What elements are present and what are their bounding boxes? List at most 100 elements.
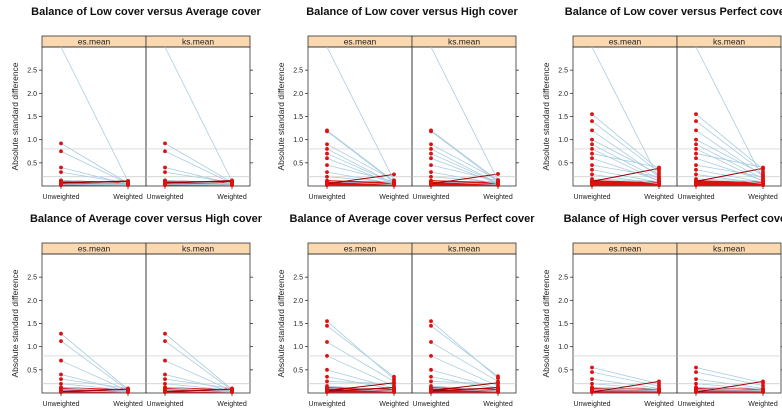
point-weighted xyxy=(657,177,661,181)
pair-line xyxy=(326,369,395,389)
panel-es-mean: es.mean Unweighted Weighted xyxy=(41,35,147,201)
pair-line xyxy=(430,385,499,392)
pair-line xyxy=(591,46,660,180)
point-unweighted xyxy=(325,156,329,161)
point-weighted xyxy=(230,179,234,184)
chart-1: Balance of Low cover versus Average cove… xyxy=(10,6,262,201)
pair-line xyxy=(591,378,660,389)
pair-line xyxy=(591,113,660,171)
panel-ks-mean: ks.mean Unweighted Weighted xyxy=(145,35,251,201)
x-tick-label: Weighted xyxy=(483,401,513,408)
point-weighted xyxy=(496,380,500,385)
point-unweighted xyxy=(325,151,329,156)
point-unweighted xyxy=(163,181,167,186)
point-unweighted xyxy=(590,112,594,117)
point-weighted xyxy=(761,379,765,384)
point-unweighted xyxy=(59,381,63,386)
point-unweighted xyxy=(429,163,433,168)
point-unweighted xyxy=(590,156,594,161)
panel-frame xyxy=(41,46,147,187)
point-unweighted xyxy=(694,112,698,117)
x-tick-label: Unweighted xyxy=(43,401,80,408)
pair-line xyxy=(326,382,395,392)
pair-line xyxy=(164,340,233,391)
x-tick-label: Unweighted xyxy=(574,194,611,201)
pair-line xyxy=(430,143,499,181)
pair-line xyxy=(430,382,499,392)
pair-line xyxy=(164,360,233,392)
x-tick-label: Weighted xyxy=(379,401,409,408)
y-axis-label: Absolute standard difference xyxy=(276,269,286,377)
pair-line xyxy=(60,150,129,185)
panel-es-mean: es.mean Unweighted Weighted xyxy=(572,35,678,201)
pair-line xyxy=(430,376,499,390)
chart-title: Balance of Low cover versus Perfect cove… xyxy=(565,6,782,18)
point-unweighted xyxy=(694,147,698,151)
pair-line xyxy=(164,378,233,389)
cluster-line xyxy=(695,181,764,186)
y-tick-label: 1.5 xyxy=(293,114,303,121)
point-weighted xyxy=(392,385,396,390)
pair-line xyxy=(164,150,233,184)
strip-label: ks.mean xyxy=(182,244,214,254)
point-unweighted xyxy=(590,147,594,151)
point-unweighted xyxy=(694,167,698,172)
y-tick-label: 2.5 xyxy=(558,275,568,282)
point-unweighted xyxy=(694,370,698,375)
point-weighted xyxy=(230,183,234,187)
x-tick-label: Weighted xyxy=(217,194,247,201)
point-unweighted xyxy=(429,151,433,156)
pair-line xyxy=(326,320,395,380)
y-tick-label: 0.5 xyxy=(293,367,303,374)
point-unweighted xyxy=(325,147,329,151)
y-tick-label: 1.0 xyxy=(558,344,568,351)
point-weighted xyxy=(496,385,500,390)
pair-line xyxy=(591,120,660,173)
pair-line xyxy=(326,131,395,183)
x-tick-label: Weighted xyxy=(379,194,409,201)
y-tick-label: 1.5 xyxy=(293,321,303,328)
point-weighted xyxy=(496,172,500,176)
pair-line xyxy=(60,180,129,184)
pair-line xyxy=(591,167,660,182)
y-tick-label: 1.0 xyxy=(558,137,568,144)
cluster-line xyxy=(430,180,499,184)
point-unweighted xyxy=(325,354,329,358)
pair-line xyxy=(60,340,129,391)
point-unweighted xyxy=(59,358,63,363)
point-unweighted xyxy=(429,374,433,379)
point-unweighted xyxy=(694,377,698,381)
y-tick-label: 0.5 xyxy=(293,160,303,167)
point-unweighted xyxy=(325,367,329,372)
y-axis-label: Absolute standard difference xyxy=(541,62,551,170)
panel-frame xyxy=(676,253,782,394)
pair-line xyxy=(695,153,764,168)
point-unweighted xyxy=(325,374,329,379)
point-unweighted xyxy=(429,156,433,161)
y-tick-label: 1.5 xyxy=(27,114,37,121)
pair-line xyxy=(164,333,233,390)
point-unweighted xyxy=(163,358,167,363)
pair-line xyxy=(60,360,129,392)
point-unweighted xyxy=(429,170,433,175)
point-weighted xyxy=(761,383,765,388)
pair-line xyxy=(164,388,233,393)
y-tick-label: 1.0 xyxy=(27,137,37,144)
point-weighted xyxy=(392,374,396,379)
pair-line xyxy=(695,367,764,384)
point-unweighted xyxy=(163,389,167,394)
point-unweighted xyxy=(590,167,594,172)
pair-line xyxy=(164,387,233,393)
pair-line xyxy=(430,157,499,185)
chart-title: Balance of Average cover versus High cov… xyxy=(30,213,263,225)
point-weighted xyxy=(126,387,130,392)
pair-line xyxy=(430,369,499,389)
point-weighted xyxy=(496,178,500,183)
strip-label: es.mean xyxy=(78,244,111,254)
point-weighted xyxy=(392,172,396,177)
y-tick-label: 2.0 xyxy=(27,298,37,305)
point-unweighted xyxy=(429,323,433,328)
point-weighted xyxy=(126,390,130,394)
point-unweighted xyxy=(590,172,594,177)
point-weighted xyxy=(392,178,396,183)
